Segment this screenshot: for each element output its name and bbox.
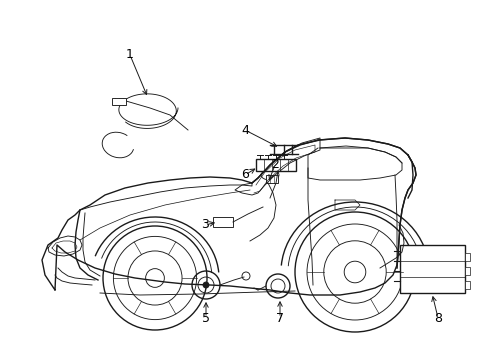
Text: 8: 8 (433, 311, 441, 324)
Bar (265, 175, 278, 183)
Bar (112, 98, 126, 105)
Ellipse shape (261, 170, 279, 180)
Text: 1: 1 (126, 49, 134, 62)
Text: 4: 4 (241, 123, 248, 136)
Bar (464, 253, 469, 261)
Bar (464, 267, 469, 275)
Bar (399, 245, 464, 293)
Text: 6: 6 (241, 168, 248, 181)
Text: 3: 3 (201, 219, 208, 231)
Circle shape (203, 282, 208, 288)
Text: 2: 2 (270, 158, 278, 171)
Text: 5: 5 (202, 311, 209, 324)
Bar (213, 217, 232, 227)
Bar (464, 281, 469, 289)
Bar (256, 159, 295, 171)
Text: 7: 7 (275, 311, 284, 324)
